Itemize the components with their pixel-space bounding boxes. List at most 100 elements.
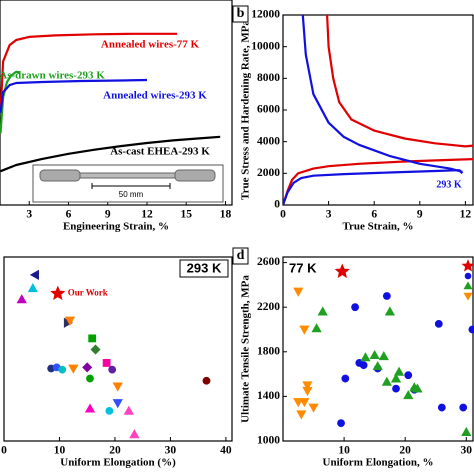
y-tick-label: 12000 <box>251 9 280 21</box>
y-tick-label: 2600 <box>257 256 280 268</box>
data-point <box>86 374 94 383</box>
plot-frame <box>282 256 474 442</box>
x-tick-label: 9 <box>105 209 111 221</box>
y-axis-label: Ultimate Tensile Strength, MPa <box>240 275 252 423</box>
series-label: Our Work <box>68 288 108 298</box>
data-point <box>112 382 123 392</box>
x-tick-label: 12 <box>460 209 472 221</box>
data-point <box>302 386 313 397</box>
data-point <box>390 373 402 383</box>
x-tick-label: 6 <box>66 209 72 221</box>
data-point <box>293 287 304 297</box>
panel-label-box <box>232 247 249 265</box>
data-point <box>29 269 39 280</box>
data-point <box>393 366 405 376</box>
inset-label: 50 mm <box>119 190 144 199</box>
x-tick-label: 20 <box>109 445 121 457</box>
panel-label-box <box>232 5 249 23</box>
legend-symbol <box>464 272 472 280</box>
x-tick-label: 10 <box>338 445 350 457</box>
plot-area <box>293 263 474 436</box>
data-point <box>382 292 391 300</box>
data-point <box>293 398 304 408</box>
tag: 293 K <box>187 260 222 275</box>
x-tick-label: 0 <box>280 209 286 221</box>
data-point <box>372 361 383 371</box>
y-tick-label: 0 <box>274 199 280 211</box>
data-point <box>129 429 140 439</box>
data-point <box>88 334 97 343</box>
series-label: As-drawn wires-293 K <box>0 70 105 82</box>
data-point <box>112 399 123 409</box>
data-point <box>202 376 211 385</box>
data-line <box>283 158 474 205</box>
data-point <box>334 263 350 278</box>
data-point <box>359 361 368 370</box>
data-line <box>301 15 463 173</box>
data-line <box>283 169 464 205</box>
wire-end <box>174 169 216 182</box>
data-point <box>378 351 389 361</box>
data-point <box>82 362 93 373</box>
data-point <box>404 371 413 380</box>
data-point <box>468 325 474 334</box>
data-point <box>459 403 468 412</box>
plot-frame <box>3 256 233 442</box>
legend-symbol <box>461 259 474 272</box>
x-tick-label: 20 <box>399 445 411 457</box>
data-point <box>299 325 310 335</box>
data-point <box>64 316 76 326</box>
y-tick-label: 8000 <box>257 72 280 84</box>
x-tick-label: 0 <box>1 445 7 457</box>
data-point <box>311 323 322 333</box>
data-line <box>0 32 178 113</box>
data-point <box>68 364 79 374</box>
tag: 77 K <box>289 260 317 275</box>
series-label: Annealed wires-77 K <box>101 39 200 51</box>
y-tick-label: 4000 <box>257 135 280 147</box>
data-line <box>326 15 474 148</box>
legend-symbol <box>463 281 473 290</box>
data-point <box>403 390 414 400</box>
data-point <box>381 376 392 386</box>
data-line <box>0 78 148 113</box>
y-axis-label: True Stress and Hardening Rate, MPa <box>240 20 252 200</box>
y-tick-label: 1400 <box>257 390 280 402</box>
x-axis-label: Uniform Elongation, % <box>323 457 434 469</box>
panel-label: d <box>237 248 245 263</box>
data-point <box>392 384 400 393</box>
plot-area <box>283 15 474 205</box>
data-point <box>84 403 96 413</box>
legend-marker <box>461 259 474 272</box>
y-tick-label: 10000 <box>251 40 280 52</box>
series-label: As-cast EHEA-293 K <box>110 146 210 158</box>
data-point <box>302 381 313 391</box>
y-tick-label: 1800 <box>257 345 280 357</box>
x-tick-label: 10 <box>54 445 66 457</box>
y-tick-label: 6000 <box>257 104 280 116</box>
x-tick-label: 6 <box>371 209 377 221</box>
x-tick-label: 3 <box>326 209 332 221</box>
y-tick-label: 1000 <box>257 435 280 447</box>
wire-end <box>39 169 81 182</box>
data-point <box>369 349 380 360</box>
data-point <box>360 352 371 362</box>
y-tick-label: 2000 <box>257 167 280 179</box>
data-point <box>16 294 27 304</box>
data-point <box>437 403 446 412</box>
data-point <box>412 383 423 393</box>
x-axis-label: True Strain, % <box>343 221 414 233</box>
data-point <box>461 426 472 436</box>
data-point <box>123 405 134 415</box>
plot-area: 50 mm <box>0 32 224 203</box>
data-point <box>337 419 345 428</box>
data-line <box>0 135 221 173</box>
wire-middle <box>79 172 176 179</box>
series-label: Annealed wires-293 K <box>103 90 207 102</box>
x-tick-label: 30 <box>165 445 177 457</box>
data-point <box>308 403 319 413</box>
x-tick-label: 15 <box>180 209 192 221</box>
legend-marker <box>464 272 472 280</box>
